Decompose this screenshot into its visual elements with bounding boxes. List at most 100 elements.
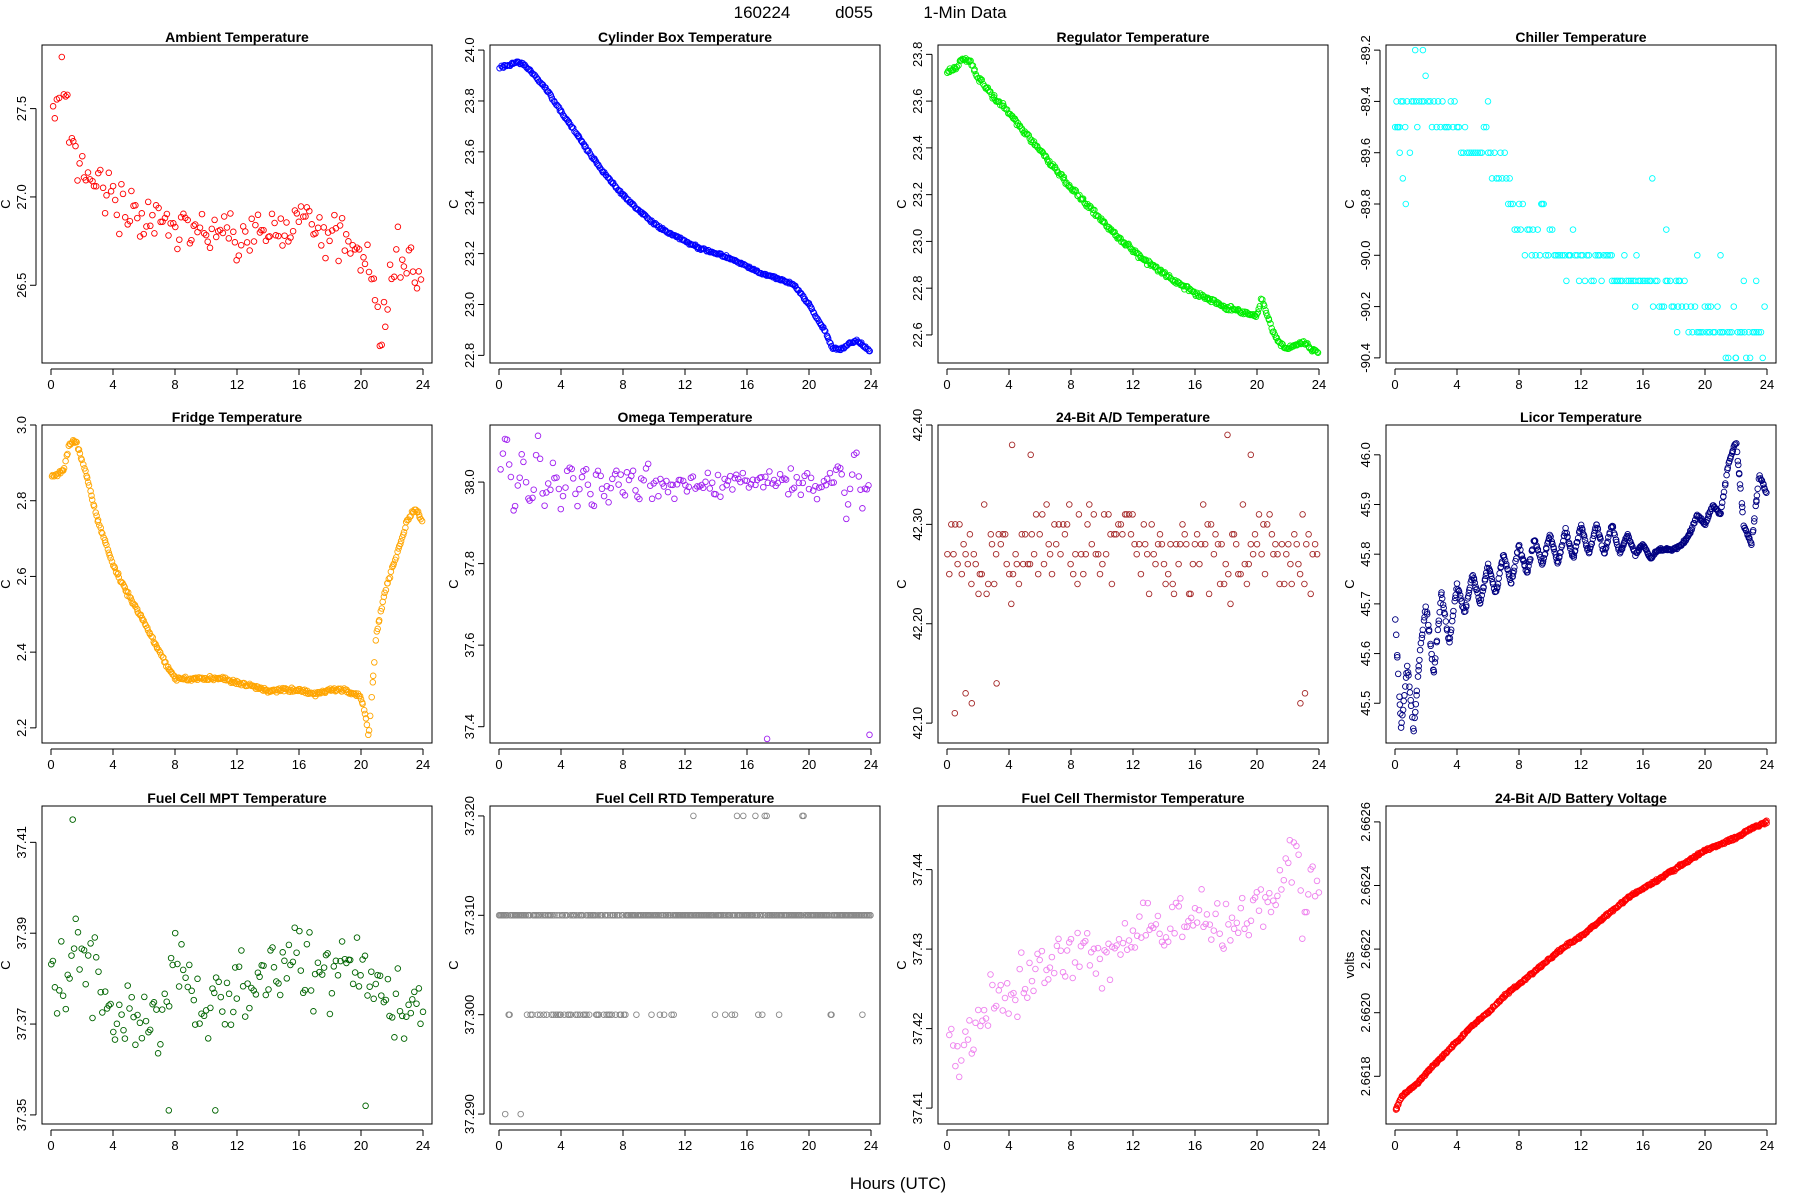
data-point [1703, 328, 1710, 336]
data-point [1220, 580, 1228, 588]
data-point [1507, 200, 1514, 208]
data-points [496, 58, 873, 355]
outlier-point [866, 731, 873, 739]
data-point [1532, 252, 1539, 259]
data-points [1392, 440, 1770, 735]
data-point [574, 502, 581, 510]
data-point [966, 1017, 973, 1024]
data-point [235, 252, 243, 259]
data-point [660, 483, 668, 490]
data-point [982, 1015, 990, 1022]
data-point [739, 469, 747, 477]
data-point [1428, 123, 1436, 131]
data-point [1099, 560, 1106, 568]
data-point [115, 570, 122, 577]
data-point [262, 687, 270, 694]
y-tick-label: 23.2 [910, 182, 925, 207]
data-point [400, 1035, 408, 1042]
data-point [1274, 550, 1281, 558]
data-point [1705, 512, 1712, 519]
data-point [1221, 305, 1228, 312]
data-point [761, 812, 768, 820]
data-point [530, 486, 537, 493]
data-point [208, 674, 215, 681]
data-point [1691, 519, 1698, 527]
data-point [1480, 123, 1488, 131]
data-point [359, 700, 366, 708]
data-point [300, 213, 307, 220]
data-point [87, 940, 94, 947]
data-point [97, 988, 104, 996]
data-point [1090, 210, 1097, 217]
x-tick-label: 12 [1126, 1138, 1140, 1153]
data-point [1628, 541, 1635, 549]
data-point [99, 1009, 106, 1016]
data-point [1656, 303, 1663, 310]
data-point [254, 969, 262, 976]
data-point [242, 228, 249, 235]
data-point [301, 986, 309, 994]
data-point [202, 231, 210, 239]
data-point [503, 436, 511, 443]
data-point [375, 617, 383, 624]
data-point [1409, 725, 1417, 732]
data-point [1227, 600, 1234, 608]
data-point [1299, 935, 1306, 942]
data-point [365, 727, 373, 734]
data-point [172, 674, 179, 681]
data-point [752, 812, 759, 820]
data-point [1303, 908, 1310, 916]
y-tick-label: 37.41 [910, 1092, 925, 1125]
data-point [128, 187, 135, 195]
data-point [1183, 540, 1190, 548]
data-point [190, 222, 197, 230]
data-point [1514, 226, 1521, 233]
data-point [1447, 629, 1454, 636]
data-point [623, 469, 631, 476]
data-point [1583, 252, 1591, 259]
data-point [1106, 976, 1114, 984]
data-point [944, 550, 951, 558]
data-point [351, 969, 359, 976]
data-point [66, 975, 73, 982]
data-point [320, 964, 328, 971]
data-point [120, 1026, 127, 1034]
x-tick-label: 4 [1005, 377, 1012, 392]
data-points [946, 836, 1323, 1081]
data-point [647, 482, 654, 489]
data-point [594, 912, 602, 919]
x-tick-label: 20 [1698, 1138, 1712, 1153]
data-point [1265, 316, 1273, 324]
data-point [105, 169, 113, 177]
data-point [1639, 277, 1647, 285]
data-point [733, 471, 740, 479]
data-point [68, 952, 75, 959]
data-point [326, 237, 333, 245]
data-point [357, 695, 365, 703]
data-point [260, 962, 267, 969]
data-point [140, 230, 147, 238]
x-tick-label: 24 [864, 757, 878, 772]
data-point [1140, 521, 1148, 528]
data-point [211, 216, 218, 224]
data-point [1301, 908, 1309, 916]
data-point [394, 965, 402, 972]
data-point [1641, 277, 1649, 285]
data-point [1476, 600, 1484, 607]
data-point [1416, 646, 1424, 654]
data-point [1038, 147, 1045, 155]
data-point [507, 473, 515, 481]
data-point [289, 227, 297, 235]
data-point [1508, 580, 1515, 587]
data-point [347, 250, 354, 257]
data-point [119, 190, 127, 198]
x-tick-label: 8 [1067, 757, 1074, 772]
data-point [382, 323, 389, 331]
data-point [388, 1014, 396, 1021]
data-point [1196, 560, 1203, 568]
data-point [1094, 550, 1102, 558]
data-point [972, 1019, 979, 1027]
data-point [551, 912, 558, 919]
data-point [243, 239, 251, 246]
